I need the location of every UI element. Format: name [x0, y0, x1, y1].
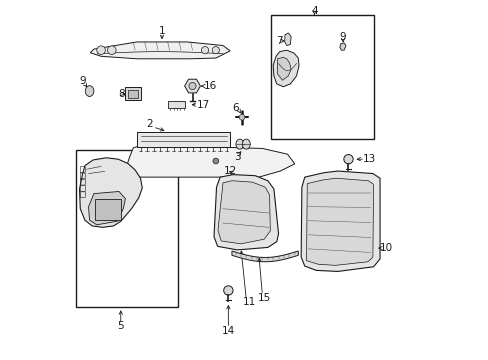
Text: 7: 7 — [275, 36, 282, 46]
Polygon shape — [306, 178, 373, 265]
Text: 1: 1 — [159, 26, 165, 36]
Polygon shape — [277, 57, 290, 80]
Text: 9: 9 — [79, 76, 85, 86]
Text: 16: 16 — [203, 81, 217, 91]
Text: 13: 13 — [362, 154, 375, 164]
Text: 12: 12 — [223, 166, 236, 176]
Text: 2: 2 — [146, 120, 152, 129]
Ellipse shape — [242, 139, 250, 149]
Text: 15: 15 — [257, 293, 270, 303]
Text: 10: 10 — [379, 243, 392, 253]
Circle shape — [97, 46, 105, 54]
Text: 3: 3 — [234, 152, 240, 162]
Circle shape — [212, 46, 219, 54]
Text: 9: 9 — [339, 32, 346, 41]
Polygon shape — [284, 33, 290, 45]
FancyBboxPatch shape — [94, 199, 121, 220]
Text: 14: 14 — [221, 325, 235, 336]
Text: 17: 17 — [196, 100, 209, 110]
Ellipse shape — [235, 139, 244, 149]
Polygon shape — [339, 43, 346, 50]
Circle shape — [343, 154, 352, 164]
Circle shape — [107, 46, 116, 54]
FancyBboxPatch shape — [271, 15, 373, 139]
Polygon shape — [184, 79, 200, 93]
FancyBboxPatch shape — [125, 87, 141, 100]
Text: 4: 4 — [310, 6, 317, 17]
Polygon shape — [126, 145, 294, 177]
Polygon shape — [301, 171, 379, 271]
Text: 8: 8 — [118, 89, 125, 99]
Circle shape — [239, 114, 244, 120]
Polygon shape — [273, 50, 298, 87]
Circle shape — [212, 158, 218, 164]
Polygon shape — [88, 192, 125, 225]
Polygon shape — [80, 158, 142, 227]
Polygon shape — [231, 251, 298, 262]
Circle shape — [201, 46, 208, 54]
FancyBboxPatch shape — [168, 102, 184, 108]
Text: 11: 11 — [243, 297, 256, 307]
Text: 5: 5 — [117, 321, 124, 331]
FancyBboxPatch shape — [128, 90, 138, 98]
Polygon shape — [218, 181, 270, 244]
Polygon shape — [214, 175, 278, 250]
Ellipse shape — [85, 86, 94, 96]
Circle shape — [188, 82, 196, 90]
Polygon shape — [90, 42, 230, 59]
Polygon shape — [137, 132, 230, 147]
Circle shape — [223, 286, 233, 295]
Text: 6: 6 — [232, 103, 239, 113]
FancyBboxPatch shape — [76, 149, 178, 307]
